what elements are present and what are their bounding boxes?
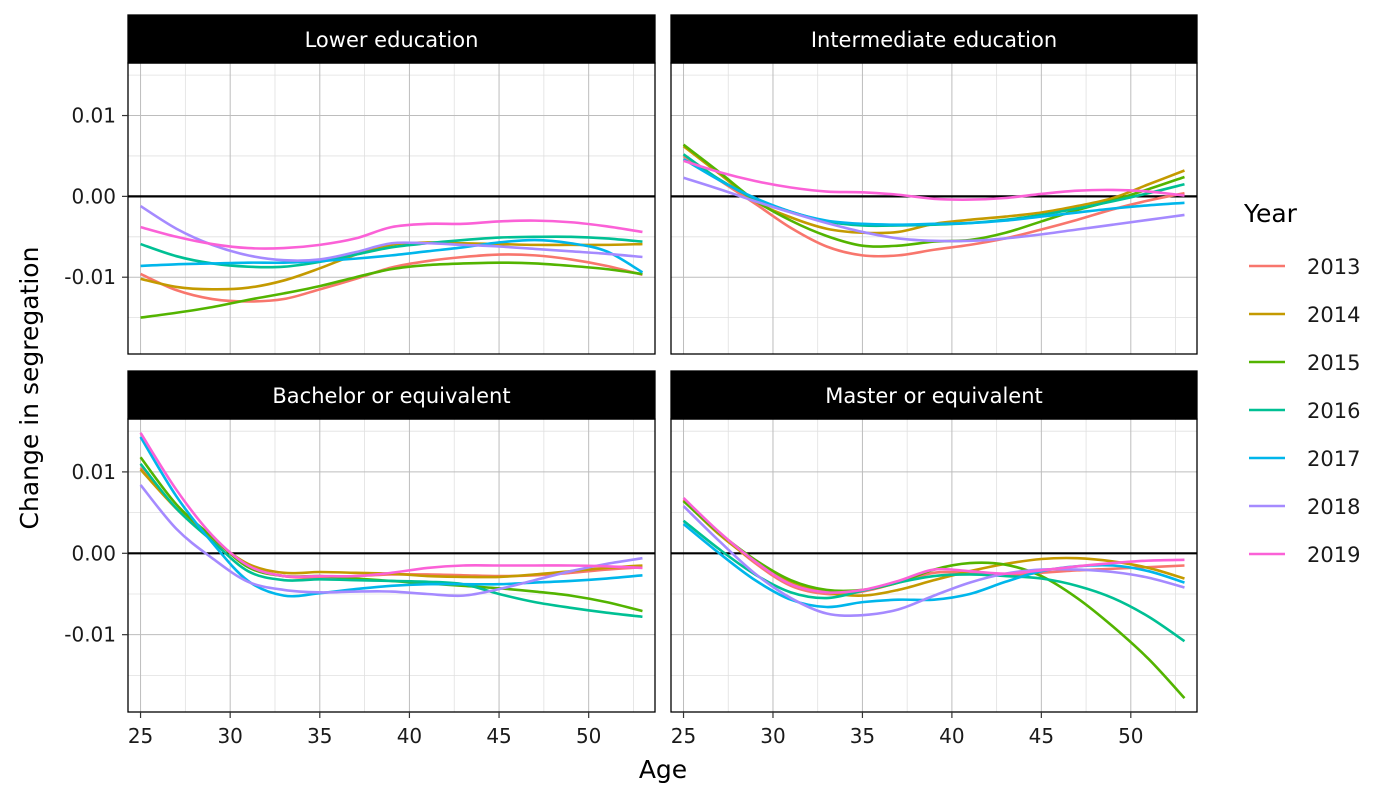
legend-item-2014: 2014 (1249, 303, 1360, 327)
facet-strip (127, 370, 656, 420)
panel-lower-education: Lower education -0.01 0.00 0.01 (64, 14, 656, 355)
panel-bachelor-or-equivalent: Bachelor or equivalent -0.01 0.00 0.01 25 30 3… (64, 370, 656, 748)
series-line-2019 (140, 219, 643, 250)
x-tick-label: 35 (850, 724, 875, 748)
facet-strip (670, 370, 1198, 420)
panel-background (128, 63, 655, 354)
legend-item-2018: 2018 (1249, 495, 1360, 519)
series-line-2018 (139, 484, 643, 598)
series-line-2017 (682, 158, 1185, 226)
series-line-2013 (682, 154, 1185, 258)
y-tick-label: 0.00 (71, 184, 116, 208)
series-line-2016 (139, 462, 643, 619)
legend-items: 2013 2014 2015 2016 2017 2018 2019 (1249, 255, 1360, 567)
series-line-2017 (140, 238, 644, 274)
legend-label: 2017 (1307, 447, 1360, 471)
facet-strip (670, 14, 1198, 64)
y-axis-title: Change in segregation (15, 247, 44, 530)
legend-item-2019: 2019 (1249, 543, 1360, 567)
x-tick-label: 50 (576, 724, 601, 748)
facet-strip-label: Intermediate education (811, 28, 1057, 52)
y-tick-label: 0.01 (71, 104, 116, 128)
series-lines (682, 497, 1186, 700)
x-tick-label: 25 (671, 724, 696, 748)
legend-item-2016: 2016 (1249, 399, 1360, 423)
legend-label: 2016 (1307, 399, 1360, 423)
series-lines (682, 143, 1185, 258)
legend-title: Year (1243, 199, 1298, 228)
legend-item-2017: 2017 (1249, 447, 1360, 471)
x-tick-label: 45 (1029, 724, 1054, 748)
legend-label: 2019 (1307, 543, 1360, 567)
x-tick-label: 30 (217, 724, 242, 748)
x-tick-label: 40 (939, 724, 964, 748)
y-tick-label: 0.01 (71, 460, 116, 484)
legend: Year 2013 2014 2015 2016 2017 2018 2019 (1243, 199, 1360, 567)
series-line-2017 (139, 436, 643, 598)
facet-strip-label: Bachelor or equivalent (272, 384, 510, 408)
series-line-2019 (139, 432, 643, 579)
series-line-2014 (140, 241, 643, 291)
facet-panels: Lower education -0.01 0.00 0.01 Intermediate… (64, 14, 1198, 748)
x-tick-label: 25 (128, 724, 153, 748)
series-line-2018 (683, 176, 1185, 243)
series-line-2019 (682, 497, 1185, 594)
x-axis-title: Age (639, 755, 687, 784)
legend-label: 2018 (1307, 495, 1360, 519)
panel-intermediate-education: Intermediate education (670, 14, 1198, 355)
series-lines (139, 432, 643, 619)
series-lines (139, 204, 644, 319)
series-line-2018 (139, 204, 643, 262)
facet-strip (127, 14, 656, 64)
legend-label: 2013 (1307, 255, 1360, 279)
panel-master-or-equivalent: Master or equivalent 25 30 35 40 45 50 (670, 370, 1198, 748)
series-line-2019 (683, 159, 1185, 201)
x-tick-label: 40 (397, 724, 422, 748)
x-tick-label: 45 (486, 724, 511, 748)
series-line-2015 (140, 261, 643, 319)
y-tick-label: -0.01 (64, 623, 116, 647)
series-line-2013 (140, 253, 643, 303)
facet-strip-label: Lower education (305, 28, 479, 52)
x-tick-label: 30 (760, 724, 785, 748)
x-tick-label: 35 (307, 724, 332, 748)
legend-label: 2014 (1307, 303, 1360, 327)
legend-label: 2015 (1307, 351, 1360, 375)
y-tick-label: -0.01 (64, 265, 116, 289)
facet-strip-label: Master or equivalent (825, 384, 1043, 408)
x-tick-label: 50 (1118, 724, 1143, 748)
legend-item-2013: 2013 (1249, 255, 1360, 279)
y-tick-label: 0.00 (71, 541, 116, 565)
series-line-2013 (682, 498, 1185, 596)
series-line-2016 (140, 235, 643, 269)
legend-item-2015: 2015 (1249, 351, 1360, 375)
series-line-2018 (682, 505, 1185, 617)
